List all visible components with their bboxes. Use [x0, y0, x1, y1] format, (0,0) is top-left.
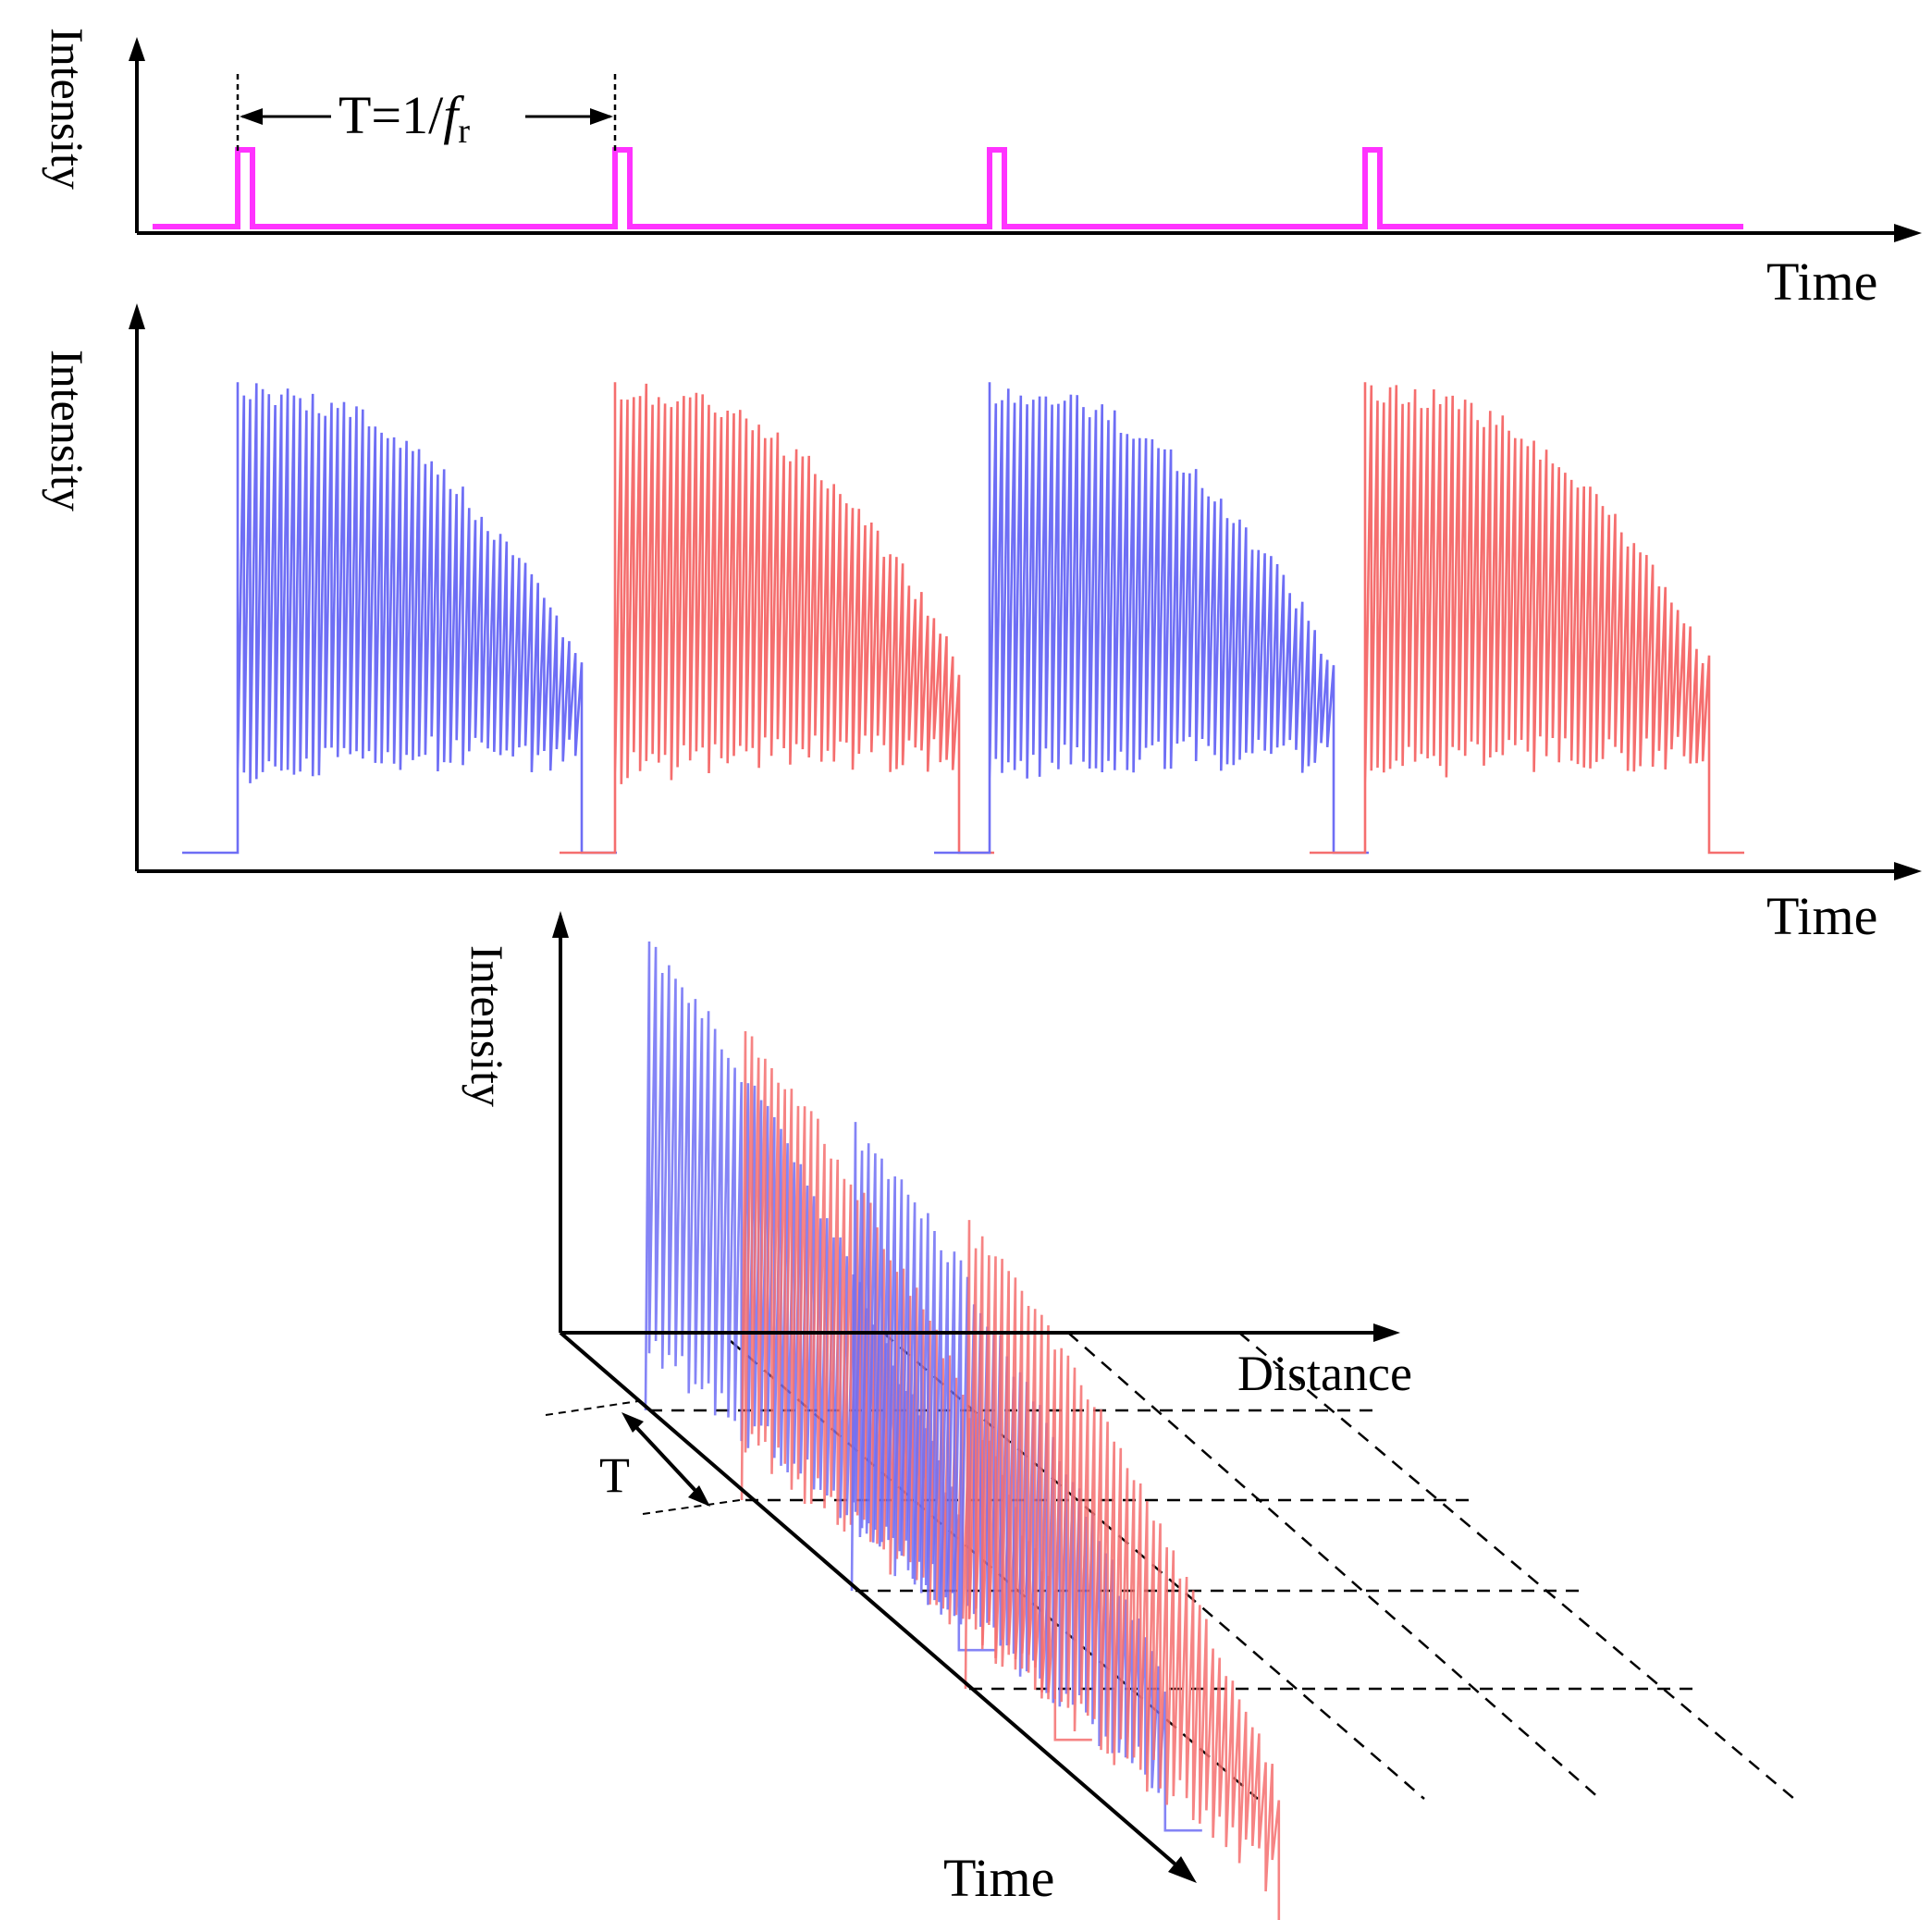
period-label: T=1/fr: [338, 85, 470, 151]
period-label-sub: r: [458, 112, 470, 151]
distance-guide-4: [1238, 1332, 1795, 1800]
panel-top: Intensity Time T=1/fr: [42, 28, 1922, 312]
mid-traces: [182, 382, 1744, 855]
mid-y-label: Intensity: [42, 350, 93, 511]
mid-trace-2: [560, 382, 994, 855]
bottom-trace-4: [964, 1220, 1281, 1920]
mid-trace-3: [934, 382, 1369, 855]
mid-y-axis-arrow-icon: [129, 303, 145, 329]
bottom-time-axis-arrow-icon: [1168, 1856, 1197, 1883]
period-tick-bottom: [642, 1499, 741, 1515]
period-T-arrow: [632, 1422, 700, 1495]
bottom-traces: [644, 941, 1281, 1920]
bottom-distance-axis-arrow-icon: [1373, 1323, 1400, 1342]
period-T-arrow-start-icon: [621, 1412, 644, 1433]
bottom-time-axis: [559, 1331, 1184, 1872]
panel-middle: Intensity Time: [42, 303, 1922, 946]
bottom-distance-label: Distance: [1237, 1346, 1412, 1401]
period-T-label: T: [599, 1447, 630, 1503]
mid-trace-1: [182, 382, 617, 855]
pulse-train: [153, 147, 1743, 229]
top-x-label: Time: [1766, 252, 1877, 312]
mid-x-label: Time: [1766, 886, 1877, 946]
top-y-label: Intensity: [42, 28, 93, 190]
top-x-axis-arrow-icon: [1894, 224, 1922, 242]
bottom-time-label: Time: [943, 1848, 1054, 1908]
bottom-z-label: Intensity: [461, 945, 513, 1107]
distance-guide-3: [1067, 1332, 1601, 1800]
period-T-arrow-end-icon: [688, 1485, 710, 1507]
period-arrow-right-icon: [590, 108, 613, 125]
bottom-trace-1: [644, 941, 996, 1652]
mid-x-axis-arrow-icon: [1894, 862, 1922, 880]
period-label-prefix: T=1/: [338, 85, 444, 145]
period-arrow-left-icon: [240, 108, 263, 125]
panel-bottom: Intensity Distance Time T: [461, 911, 1795, 1920]
top-y-axis-arrow-icon: [129, 37, 145, 61]
bottom-z-axis-arrow-icon: [552, 911, 569, 938]
period-tick-top: [545, 1400, 639, 1416]
mid-trace-4: [1310, 382, 1744, 855]
